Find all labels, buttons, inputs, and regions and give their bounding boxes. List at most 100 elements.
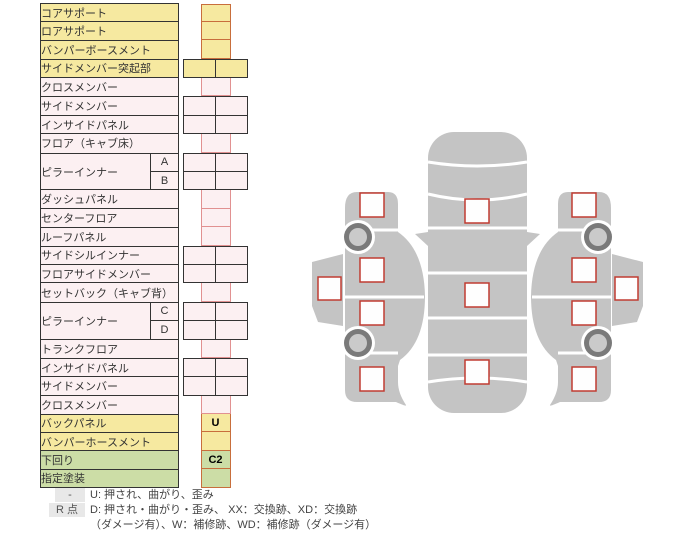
- damage-cell[interactable]: [215, 152, 248, 173]
- cell-zone: [184, 3, 248, 22]
- car-diagram: [312, 132, 643, 413]
- damage-cell[interactable]: [200, 40, 231, 59]
- damage-cell[interactable]: C2: [200, 450, 231, 470]
- cell-zone: [184, 469, 248, 488]
- row-label: センターフロア: [40, 208, 179, 228]
- damage-cell[interactable]: [215, 357, 248, 378]
- left-front-wheel-hub: [349, 228, 367, 246]
- damage-cell[interactable]: [200, 21, 231, 41]
- table-row: センターフロア: [40, 208, 248, 228]
- check-left-front-door[interactable]: [359, 257, 385, 283]
- legend-text-d: D: 押され・曲がり・歪み、 XX：交換跡、XD：交換跡: [90, 504, 358, 516]
- table-row: ルーフパネル: [40, 226, 248, 247]
- row-sublabel: D: [150, 320, 179, 340]
- row-label: ピラーインナー: [40, 301, 151, 340]
- top-divider-hood: [427, 160, 528, 168]
- row-label: サイドメンバー: [40, 96, 179, 116]
- damage-cell[interactable]: [200, 432, 231, 451]
- damage-cell[interactable]: [183, 376, 216, 396]
- legend-row-cont: （ダメージ有）、W：補修跡、WD：補修跡（ダメージ有）: [49, 518, 376, 532]
- damage-cell[interactable]: [200, 395, 231, 415]
- damage-cell[interactable]: [200, 283, 231, 302]
- damage-cell[interactable]: [183, 171, 216, 191]
- check-right-rear-door[interactable]: [571, 300, 597, 326]
- table-row: 指定塗装: [40, 468, 248, 489]
- table-row: セットバック（キャブ背）: [40, 282, 248, 303]
- damage-cell[interactable]: [215, 245, 248, 265]
- damage-cell[interactable]: [183, 320, 216, 340]
- row-sublabel: C: [150, 301, 179, 322]
- damage-cell[interactable]: [215, 376, 248, 396]
- right-front-wheel-hub: [589, 228, 607, 246]
- damage-cell[interactable]: [183, 301, 216, 322]
- legend-text-d2: （ダメージ有）、W：補修跡、WD：補修跡（ダメージ有）: [90, 519, 377, 531]
- damage-cell[interactable]: [200, 208, 231, 228]
- damage-cell[interactable]: [215, 171, 248, 191]
- right-mirror: [527, 232, 540, 246]
- damage-cell[interactable]: [215, 263, 248, 284]
- table-row: B: [41, 171, 248, 191]
- legend-badge-minus: -: [49, 488, 85, 502]
- check-top-center[interactable]: [464, 282, 490, 308]
- table-row: トランクフロア: [40, 338, 248, 359]
- table-row: D: [41, 320, 248, 340]
- table-row: フロア（キャブ床）: [40, 133, 248, 154]
- damage-cell[interactable]: U: [200, 414, 231, 433]
- cell-zone: [184, 432, 248, 451]
- damage-cell[interactable]: [215, 320, 248, 340]
- row-label: 指定塗装: [40, 468, 179, 489]
- check-right-sill[interactable]: [614, 276, 639, 301]
- table-row: ピラーインナー A: [40, 152, 248, 191]
- cell-zone: [184, 208, 248, 228]
- damage-cell[interactable]: [183, 263, 216, 284]
- damage-cell[interactable]: [183, 152, 216, 173]
- damage-cell[interactable]: [215, 58, 248, 79]
- check-left-front-fender[interactable]: [359, 192, 385, 218]
- table-row: バンパーボースメント: [40, 39, 248, 60]
- damage-cell[interactable]: [200, 3, 231, 22]
- damage-cell[interactable]: [200, 227, 231, 246]
- damage-cell[interactable]: [215, 114, 248, 135]
- row-sublabel: B: [150, 171, 179, 191]
- check-left-rear-fender[interactable]: [359, 366, 385, 392]
- cell-zone: [184, 21, 248, 41]
- check-left-sill[interactable]: [317, 276, 342, 301]
- damage-cell[interactable]: [183, 114, 216, 135]
- table-row: クロスメンバー: [40, 394, 248, 415]
- check-left-rear-door[interactable]: [359, 300, 385, 326]
- row-label: フロアサイドメンバー: [40, 263, 179, 284]
- damage-cell[interactable]: [200, 134, 231, 153]
- table-row: バックパネル U: [40, 413, 248, 433]
- row-label: インサイドパネル: [40, 114, 179, 135]
- check-right-front-door[interactable]: [571, 257, 597, 283]
- table-row: サイドシルインナー: [40, 245, 248, 265]
- check-right-rear-fender[interactable]: [571, 366, 597, 392]
- damage-cell[interactable]: [200, 469, 231, 488]
- cell-zone: [184, 395, 248, 415]
- row-label: フロア（キャブ床）: [40, 133, 179, 154]
- table-row: コアサポート: [40, 2, 248, 23]
- row-label: サイドメンバー突起部: [40, 58, 179, 79]
- row-label: バックパネル: [40, 413, 179, 433]
- check-right-front-fender[interactable]: [571, 192, 597, 218]
- damage-cell[interactable]: [200, 78, 231, 97]
- damage-cell[interactable]: [215, 96, 248, 116]
- damage-cell[interactable]: [183, 357, 216, 378]
- table-row: サイドメンバー: [40, 376, 248, 396]
- table-row: ピラーインナー C: [40, 301, 248, 340]
- row-label: ロアサポート: [40, 21, 179, 41]
- row-label: バンパーボースメント: [40, 39, 179, 60]
- legend-row-rpoint: R 点 D: 押され・曲がり・歪み、 XX：交換跡、XD：交換跡: [49, 503, 376, 517]
- damage-cell[interactable]: [183, 96, 216, 116]
- damage-cell[interactable]: [183, 58, 216, 79]
- check-top-rear[interactable]: [464, 359, 490, 385]
- check-top-front[interactable]: [464, 198, 490, 224]
- damage-cell[interactable]: [200, 339, 231, 358]
- cell-zone: [184, 227, 248, 246]
- damage-cell[interactable]: [215, 301, 248, 322]
- row-label: サイドメンバー: [40, 376, 179, 396]
- damage-cell[interactable]: [183, 245, 216, 265]
- damage-cell[interactable]: [200, 190, 231, 209]
- parts-table: コアサポート ロアサポート バンパーボースメント サイドメンバー突起部クロスメンバーサ…: [40, 2, 248, 489]
